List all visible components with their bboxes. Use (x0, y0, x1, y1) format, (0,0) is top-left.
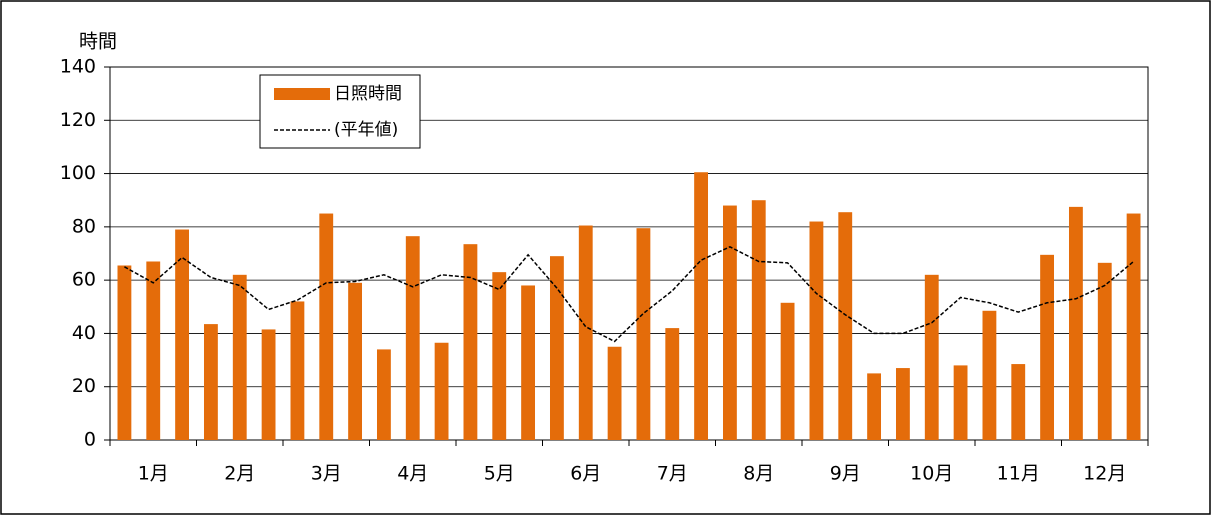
bar (232, 274, 247, 440)
x-tick-label: 5月 (484, 463, 515, 485)
bar (146, 261, 161, 440)
bar (319, 213, 334, 440)
bar (780, 302, 795, 440)
bar (607, 346, 622, 440)
bar (665, 328, 680, 440)
bar (549, 256, 564, 440)
y-tick-label: 0 (84, 429, 96, 451)
legend-box (259, 74, 421, 149)
legend-label: 日照時間 (334, 84, 402, 104)
bar (694, 172, 709, 440)
bar (722, 205, 737, 440)
x-tick-label: 10月 (910, 463, 953, 485)
bar (953, 365, 968, 440)
y-tick-label: 40 (72, 322, 96, 344)
x-tick-label: 11月 (997, 463, 1040, 485)
bar (376, 349, 391, 440)
bar (751, 200, 766, 440)
bar (521, 285, 536, 440)
x-tick-label: 4月 (397, 463, 428, 485)
line (124, 246, 1135, 343)
bar (348, 282, 363, 440)
bar (1097, 262, 1112, 440)
x-tick-label: 8月 (743, 463, 774, 485)
bar (434, 342, 449, 440)
legend: 日照時間 (平年値) (259, 74, 421, 149)
bar (838, 212, 853, 440)
bar (867, 373, 882, 440)
bar (982, 310, 997, 440)
y-tick-label: 60 (72, 269, 96, 291)
bar (290, 301, 305, 440)
x-tick-label: 7月 (657, 463, 688, 485)
bar (463, 244, 478, 440)
y-tick-label: 100 (60, 162, 96, 184)
bar (1011, 364, 1026, 440)
bar (1126, 213, 1141, 440)
y-tick-label: 140 (60, 56, 96, 78)
bar (895, 368, 910, 440)
x-tick-label: 3月 (311, 463, 342, 485)
bar (578, 225, 593, 440)
x-tick-label: 1月 (138, 463, 169, 485)
bar (636, 228, 651, 440)
legend-label: (平年値) (334, 120, 398, 140)
y-tick-label: 20 (72, 375, 96, 397)
bar (809, 221, 824, 440)
bar (261, 329, 276, 440)
bar (492, 272, 507, 440)
x-tick-label: 12月 (1083, 463, 1126, 485)
bar (117, 265, 132, 440)
x-tick-label: 9月 (830, 463, 861, 485)
bar (203, 324, 218, 440)
y-tick-label: 120 (60, 109, 96, 131)
y-axis-label: 時間 (79, 31, 117, 53)
bar (1068, 206, 1083, 440)
y-tick-label: 80 (72, 215, 96, 237)
x-tick-label: 2月 (224, 463, 255, 485)
bar (405, 236, 420, 440)
bar (924, 274, 939, 440)
x-tick-label: 6月 (570, 463, 601, 485)
bar (1040, 254, 1055, 440)
legend-swatch (274, 88, 330, 100)
bar (175, 229, 190, 440)
